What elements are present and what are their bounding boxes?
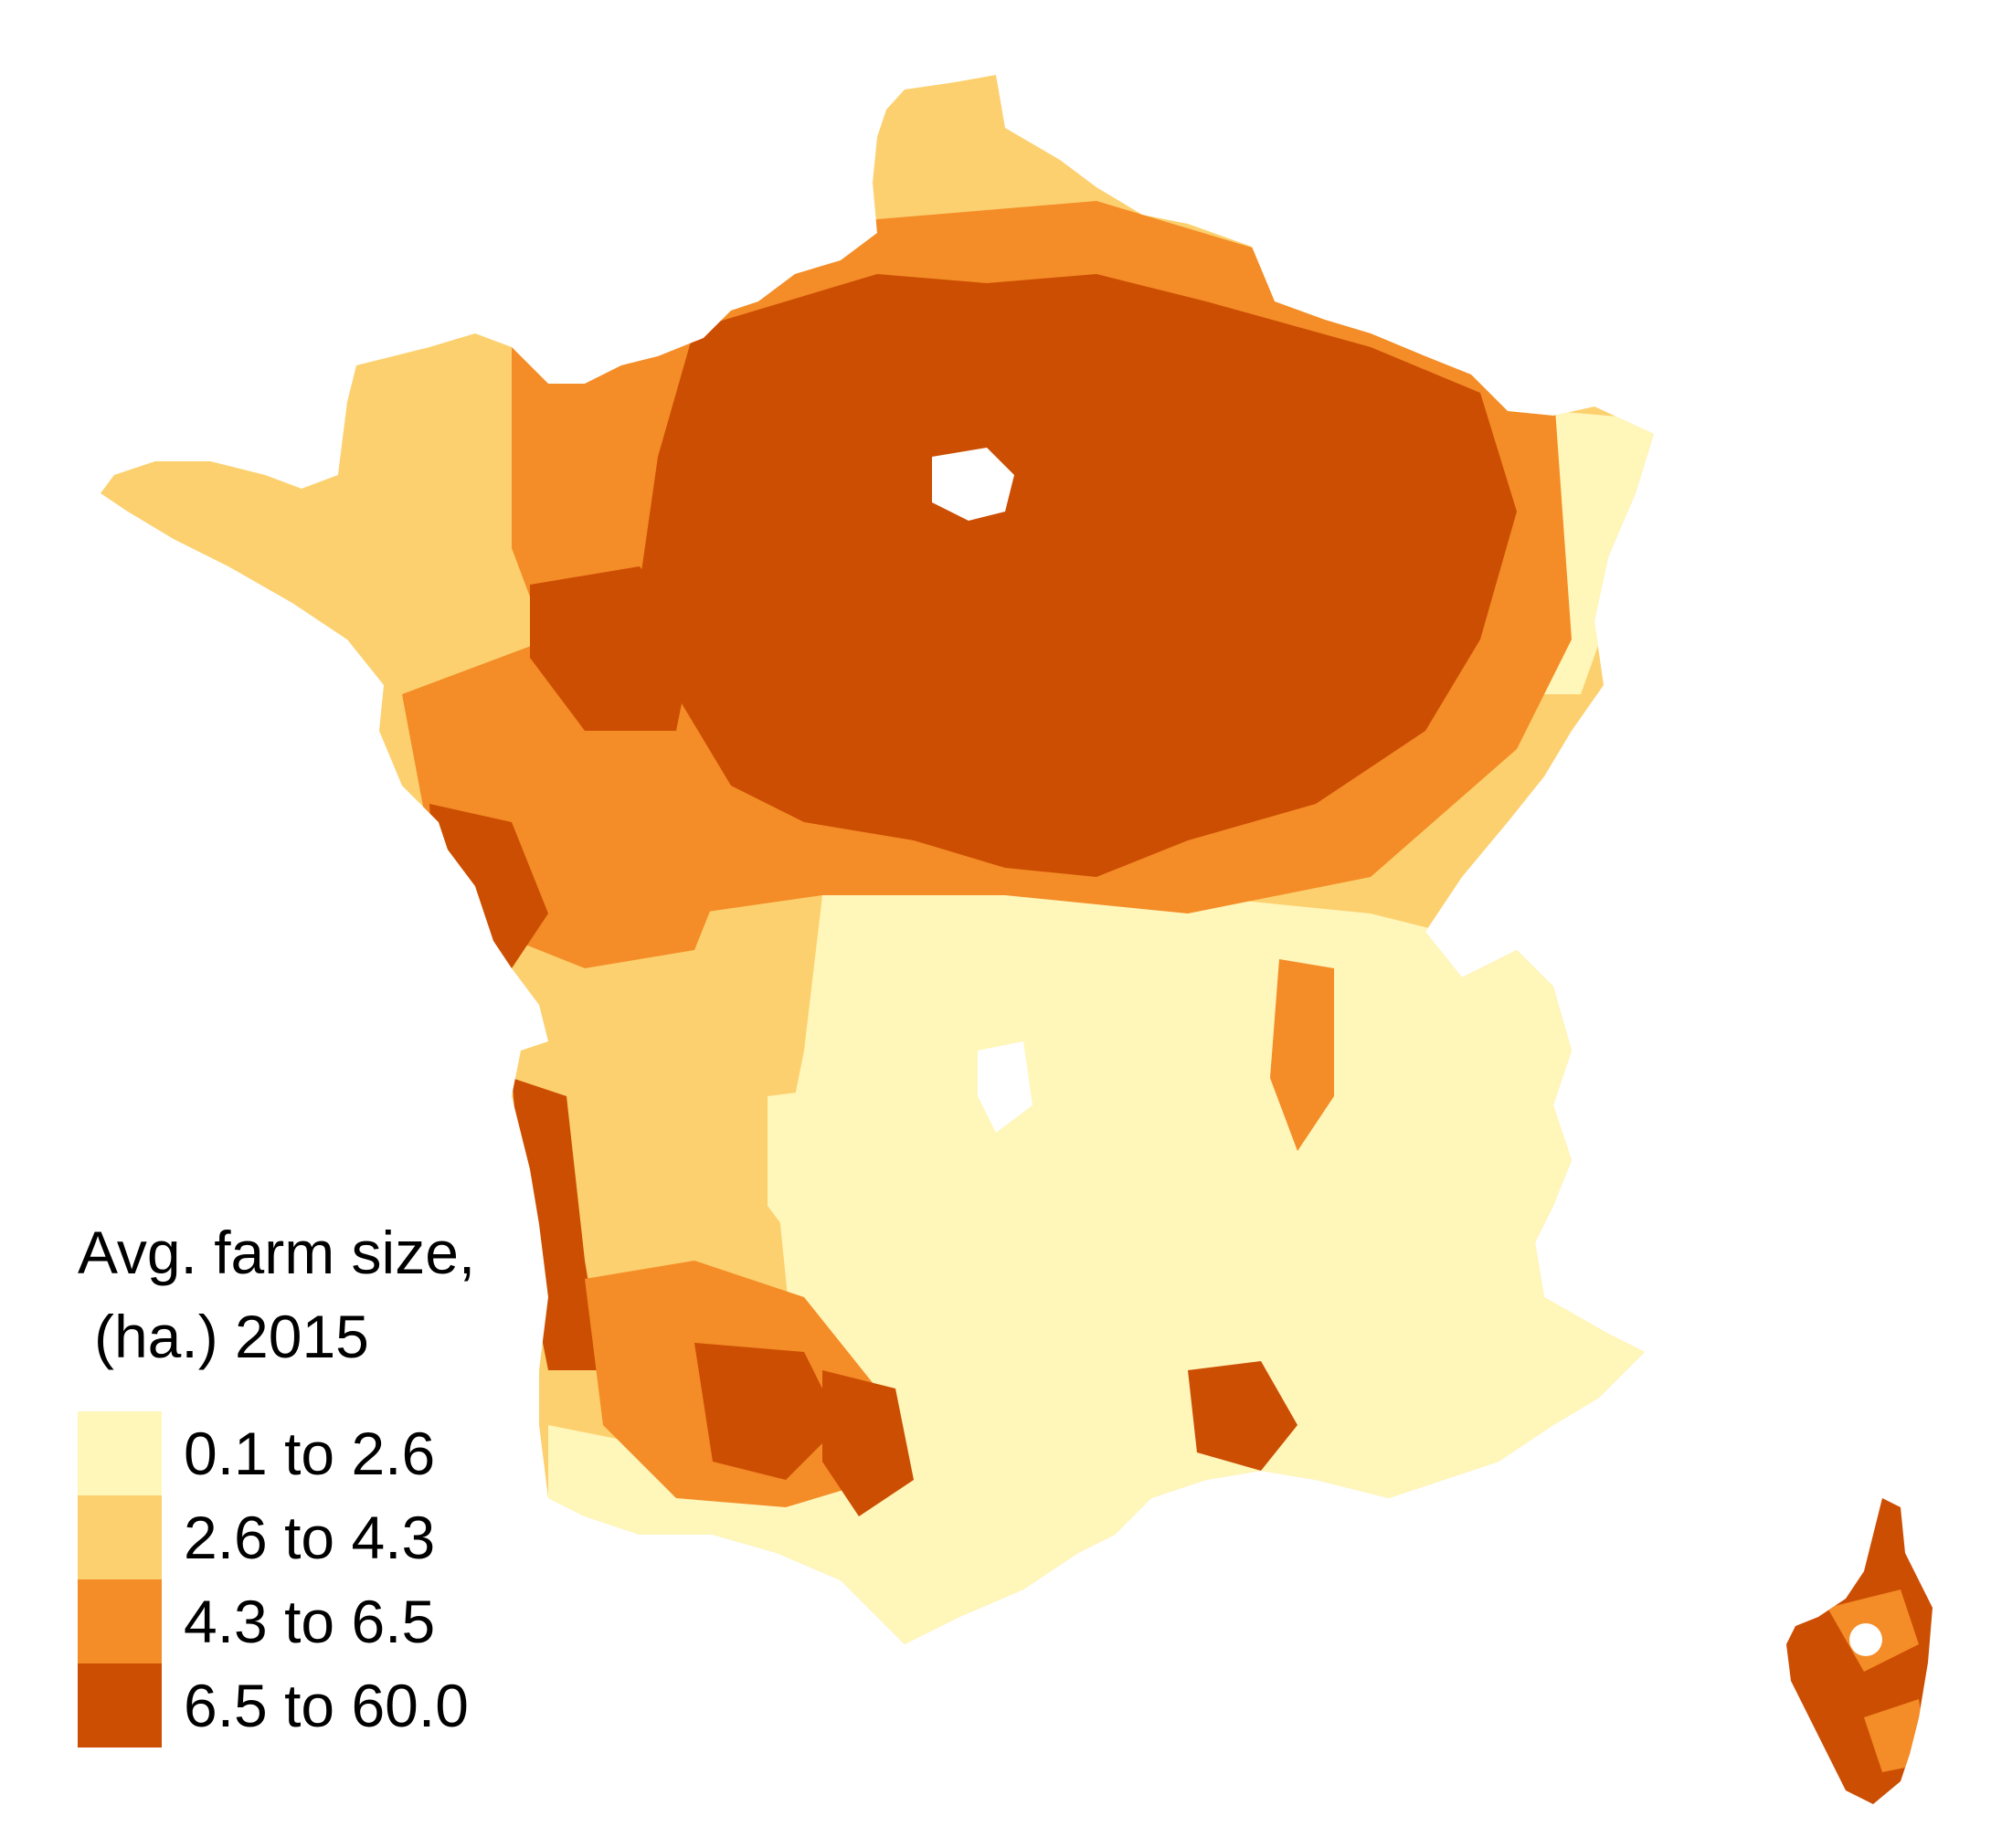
legend-swatch (78, 1495, 162, 1579)
legend-label: 6.5 to 60.0 (184, 1672, 469, 1739)
legend-label: 2.6 to 4.3 (184, 1504, 436, 1571)
legend-swatch (78, 1411, 162, 1495)
legend-item: 6.5 to 60.0 (78, 1663, 589, 1748)
legend-title-line-1: Avg. farm size, (78, 1219, 476, 1286)
legend-items: 0.1 to 2.6 2.6 to 4.3 4.3 to 6.5 6.5 to … (78, 1411, 589, 1748)
legend-label: 0.1 to 2.6 (184, 1420, 436, 1487)
legend-item: 2.6 to 4.3 (78, 1495, 589, 1579)
map-legend: Avg. farm size, (ha.) 2015 0.1 to 2.6 2.… (78, 1210, 589, 1748)
legend-item: 4.3 to 6.5 (78, 1579, 589, 1663)
legend-item: 0.1 to 2.6 (78, 1411, 589, 1495)
legend-label: 4.3 to 6.5 (184, 1588, 436, 1655)
legend-swatch (78, 1663, 162, 1748)
legend-title-line-2: (ha.) 2015 (94, 1303, 369, 1370)
legend-swatch (78, 1579, 162, 1663)
corsica (1786, 1498, 1933, 1804)
